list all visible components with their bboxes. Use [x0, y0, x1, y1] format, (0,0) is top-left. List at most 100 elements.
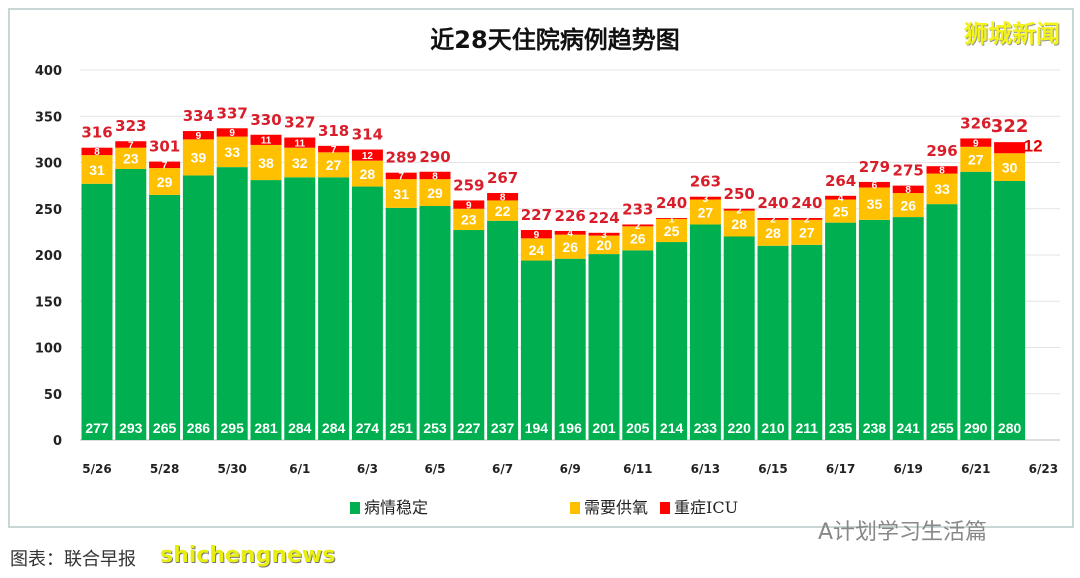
bar-segment-stable	[656, 242, 688, 440]
data-label: 31	[393, 186, 409, 202]
y-tick-label: 150	[35, 295, 62, 310]
bar-segment-icu	[926, 166, 958, 174]
y-tick-label: 50	[44, 388, 62, 403]
data-label: 7	[128, 140, 134, 151]
bar-segment-icu	[960, 138, 992, 147]
bar-segment-stable	[487, 220, 519, 440]
total-label: 322	[991, 116, 1029, 137]
data-label: 277	[85, 420, 109, 436]
total-label: 240	[656, 194, 687, 212]
data-label: 194	[525, 420, 549, 436]
total-label: 264	[825, 172, 856, 190]
data-label: 3	[703, 194, 709, 205]
x-tick-label: 6/7	[492, 462, 513, 476]
total-label: 316	[81, 124, 112, 142]
total-label: 323	[115, 117, 146, 135]
bar-segment-oxygen	[250, 144, 282, 181]
data-label: 214	[660, 420, 684, 436]
y-tick-label: 200	[35, 249, 62, 264]
data-label: 9	[196, 131, 202, 142]
bar-segment-oxygen	[284, 147, 316, 178]
x-tick-label: 6/5	[424, 462, 445, 476]
data-label: 27	[326, 157, 342, 173]
data-label: 29	[157, 174, 173, 190]
bar-segment-oxygen	[757, 219, 789, 246]
data-label: 22	[495, 203, 511, 219]
legend-label: 病情稳定	[364, 498, 428, 517]
legend: 病情稳定 需要供氧 重症ICU	[350, 498, 738, 517]
data-label: 280	[998, 420, 1022, 436]
data-label: 295	[221, 420, 245, 436]
data-label: 26	[630, 231, 646, 247]
wechat-watermark: A计划学习生活篇	[818, 520, 988, 545]
x-tick-label: 6/11	[623, 462, 652, 476]
data-label: 9	[534, 230, 540, 241]
chart-frame: 近28天住院病例趋势图 0 50 100 150 200 250 300 350 400 277…	[8, 8, 1074, 528]
data-label: 28	[765, 225, 781, 241]
bar-segment-stable	[81, 183, 113, 440]
x-axis: 5/26 5/28 5/30 6/1 6/3 6/5 6/7 6/9 6/11 6/13 6/15 6…	[82, 462, 1058, 476]
total-label: 334	[183, 107, 214, 125]
total-label: 275	[893, 162, 924, 180]
bar-segment-icu	[656, 218, 688, 219]
bar-segment-icu	[825, 195, 857, 200]
bar-segment-oxygen	[892, 193, 924, 218]
data-label: 2	[804, 215, 810, 226]
bar-segment-icu	[858, 181, 890, 188]
bar-segment-stable	[182, 175, 214, 440]
bar-segment-icu	[81, 147, 113, 156]
x-tick-label: 6/23	[1029, 462, 1058, 476]
data-label: 9	[229, 128, 235, 139]
bar-segment-icu	[182, 131, 214, 140]
data-label: 227	[457, 420, 481, 436]
data-label: 8	[939, 166, 945, 177]
data-label: 25	[664, 223, 680, 239]
bar-segment-stable	[318, 177, 350, 441]
data-label: 38	[258, 155, 274, 171]
data-label: 9	[466, 200, 472, 211]
data-label: 233	[694, 420, 718, 436]
data-label: 6	[872, 181, 878, 192]
legend-label: 需要供氧	[584, 498, 648, 517]
bar-segment-oxygen	[520, 238, 552, 261]
bar-segment-stable	[960, 171, 992, 440]
data-label: 281	[254, 420, 278, 436]
x-tick-label: 5/30	[217, 462, 246, 476]
data-label: 1	[669, 214, 675, 225]
chart-title: 近28天住院病例趋势图	[430, 26, 679, 54]
bar-segment-oxygen	[453, 208, 485, 231]
data-label: 2	[770, 215, 776, 226]
x-tick-label: 6/19	[893, 462, 922, 476]
total-label: 263	[690, 173, 721, 191]
y-tick-label: 250	[35, 203, 62, 218]
bar-segment-icu	[487, 193, 519, 201]
total-label: 327	[284, 114, 315, 132]
data-label: 290	[964, 420, 988, 436]
bar-segment-oxygen	[689, 199, 721, 225]
data-label: 24	[529, 242, 545, 258]
bar-segment-oxygen	[858, 187, 890, 220]
legend-swatch	[350, 502, 360, 514]
bar-segment-stable	[757, 245, 789, 440]
legend-label: 重症ICU	[674, 498, 738, 517]
watermark-logo: 狮城新闻	[964, 20, 1060, 48]
bar-segment-icu	[284, 137, 316, 148]
data-label: 27	[698, 204, 714, 220]
x-tick-label: 6/21	[961, 462, 990, 476]
data-label: 211	[796, 420, 819, 436]
data-label: 251	[390, 420, 414, 436]
data-label: 23	[123, 151, 139, 167]
bar-segment-stable	[520, 260, 552, 440]
data-label: 241	[897, 420, 921, 436]
x-tick-label: 5/26	[82, 462, 111, 476]
bar-segment-icu	[250, 134, 282, 145]
bar-segment-icu	[419, 171, 451, 180]
data-label: 237	[491, 420, 515, 436]
x-tick-label: 6/3	[357, 462, 378, 476]
data-label: 220	[728, 420, 752, 436]
total-label: 226	[555, 207, 586, 225]
bar-segment-stable	[250, 180, 282, 440]
data-label: 27	[968, 152, 984, 168]
data-label: 12	[362, 151, 374, 162]
